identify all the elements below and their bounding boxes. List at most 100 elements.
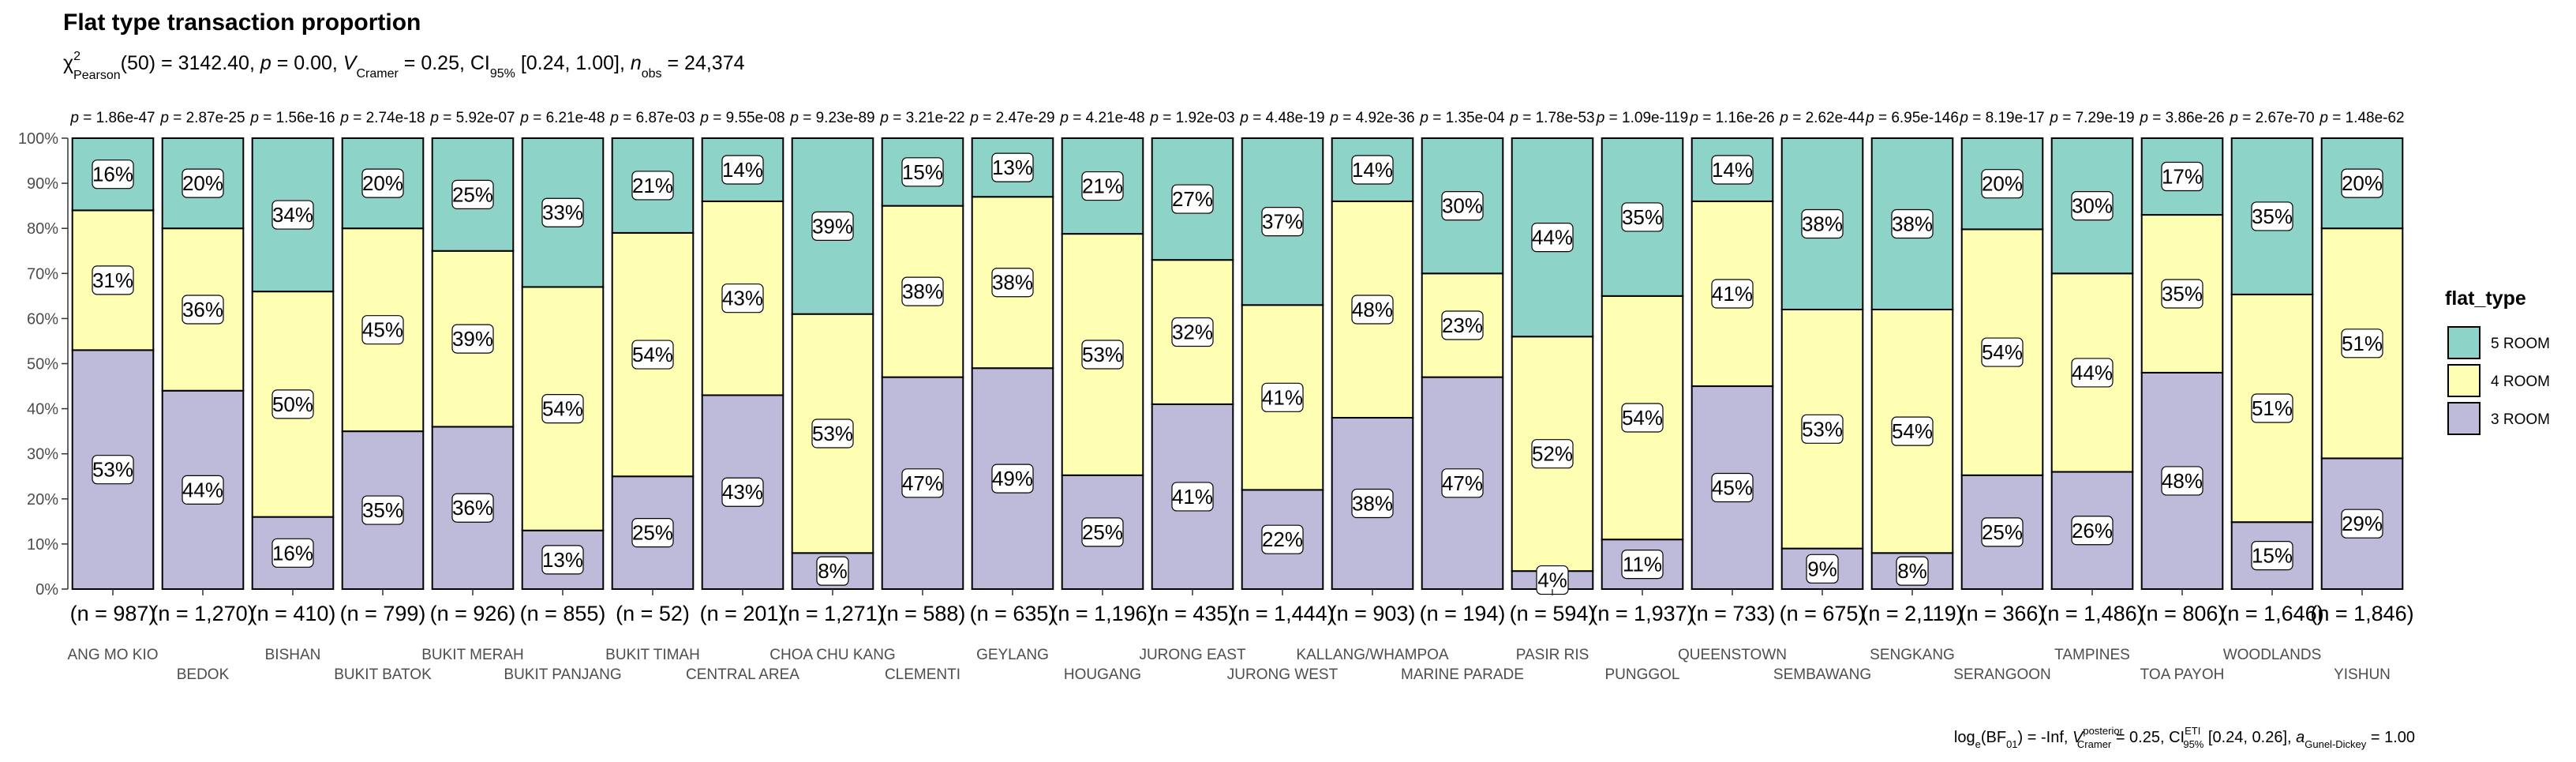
x-tick-label: MARINE PARADE xyxy=(1401,666,1524,683)
data-label: 52% xyxy=(1532,442,1573,466)
data-label: 37% xyxy=(1262,210,1303,234)
data-label-box xyxy=(2071,358,2114,388)
data-label: 25% xyxy=(632,521,673,545)
legend-label: 3 ROOM xyxy=(2491,411,2550,428)
bar-segment xyxy=(1690,137,1774,202)
data-label-box xyxy=(1891,208,1934,239)
bar-group: 25% 53% 21% p = 4.21e-48 (n = 1,196) HOUGANG xyxy=(1050,110,1154,683)
data-label: 54% xyxy=(632,343,673,366)
data-label-box xyxy=(811,211,854,241)
p-value-label: p = 1.56e-16 xyxy=(249,110,335,126)
bar-group: 9% 53% 38% p = 2.62e-44 (n = 675) SEMBAWANG xyxy=(1773,110,1871,683)
data-label: 35% xyxy=(2162,282,2203,306)
data-label: 53% xyxy=(1082,343,1123,366)
data-label-box xyxy=(271,538,314,568)
data-label: 41% xyxy=(1712,282,1753,306)
y-tick-label: 20% xyxy=(27,491,58,509)
data-label-box xyxy=(182,475,224,505)
count-label: (n = 410) xyxy=(250,602,336,625)
data-label: 54% xyxy=(1892,419,1933,443)
data-label: 30% xyxy=(2072,194,2113,218)
data-label-box xyxy=(2251,201,2293,231)
data-label: 14% xyxy=(1712,158,1753,182)
data-label: 41% xyxy=(1262,385,1303,409)
data-label: 51% xyxy=(2252,396,2293,420)
count-label: (n = 1,937) xyxy=(1590,602,1694,625)
data-label-box xyxy=(92,160,134,190)
data-label-box xyxy=(451,493,494,523)
data-label-box xyxy=(271,200,314,230)
data-label-box xyxy=(451,179,494,209)
data-label-box xyxy=(1531,439,1574,469)
bar-group: 49% 38% 13% p = 2.47e-29 (n = 635) GEYLANG xyxy=(969,110,1055,663)
count-label: (n = 594) xyxy=(1510,602,1596,625)
bar-group: 8% 54% 38% p = 6.95e-146 (n = 2,119) SENGKANG xyxy=(1861,110,1963,663)
bar-group: 16% 50% 34% p = 1.56e-16 (n = 410) BISHAN xyxy=(249,110,335,663)
data-label-box xyxy=(2341,509,2383,539)
data-label: 4% xyxy=(1537,569,1567,592)
x-tick-label: BUKIT BATOK xyxy=(334,666,432,683)
count-label: (n = 635) xyxy=(970,602,1056,625)
data-label-box xyxy=(901,157,944,187)
count-label: (n = 1,846) xyxy=(2310,602,2413,625)
legend-swatch xyxy=(2447,326,2481,359)
data-label-box xyxy=(901,276,944,306)
data-label-box xyxy=(631,518,674,548)
data-label-box xyxy=(1801,208,1844,239)
bar-group: 15% 51% 35% p = 2.67e-70 (n = 1,646) WOODLAND… xyxy=(2220,110,2323,663)
data-label: 49% xyxy=(992,467,1033,490)
y-tick-label: 50% xyxy=(27,356,58,373)
p-value-label: p = 1.09e-119 xyxy=(1596,110,1688,126)
y-tick-label: 40% xyxy=(27,401,58,419)
x-tick-label: SERANGOON xyxy=(1953,666,2051,683)
bar-group: 25% 54% 21% p = 6.87e-03 (n = 52) BUKIT TIMAH xyxy=(605,110,700,663)
data-label: 35% xyxy=(362,498,403,522)
data-label: 39% xyxy=(452,327,493,351)
bar-group: 45% 41% 14% p = 1.16e-26 (n = 733) QUEENSTOWN xyxy=(1678,110,1787,663)
data-label-box xyxy=(1621,403,1664,433)
y-tick-label: 30% xyxy=(27,446,58,464)
y-tick-label: 100% xyxy=(18,130,58,148)
count-label: (n = 733) xyxy=(1690,602,1776,625)
data-label-box xyxy=(2251,393,2293,423)
bar-group: 35% 45% 20% p = 2.74e-18 (n = 799) BUKIT BATO… xyxy=(334,110,432,683)
x-tick-label: BUKIT TIMAH xyxy=(605,647,700,663)
count-label: (n = 1,486) xyxy=(2040,602,2144,625)
data-label-box xyxy=(1441,191,1484,221)
data-label: 17% xyxy=(2162,165,2203,189)
count-label: (n = 366) xyxy=(1960,602,2046,625)
data-label: 14% xyxy=(722,158,763,182)
data-label-box xyxy=(1081,340,1124,370)
count-label: (n = 435) xyxy=(1150,602,1236,625)
data-label-box xyxy=(92,455,134,485)
data-label-box xyxy=(1806,554,1839,584)
data-label-box xyxy=(1711,279,1754,309)
data-label-box xyxy=(1351,488,1394,519)
x-tick-label: BUKIT MERAH xyxy=(421,647,524,663)
data-label: 26% xyxy=(2072,519,2113,542)
p-value-label: p = 1.48e-62 xyxy=(2319,110,2404,126)
bar-segment xyxy=(2140,371,2224,590)
y-axis: 0% 10% 20% 30% 40% 50% 60% 70% 80% 90% 100% xyxy=(18,130,69,599)
data-label-box xyxy=(541,394,584,424)
x-tick-label: SENGKANG xyxy=(1870,647,1955,663)
x-tick-label: QUEENSTOWN xyxy=(1678,647,1787,663)
x-tick-label: YISHUN xyxy=(2334,666,2391,683)
bar-segment xyxy=(1241,304,1324,491)
p-value-label: p = 1.78e-53 xyxy=(1509,110,1594,126)
data-label: 27% xyxy=(1172,187,1213,211)
p-value-label: p = 9.23e-89 xyxy=(789,110,874,126)
count-label: (n = 799) xyxy=(340,602,426,625)
data-label: 50% xyxy=(272,392,313,416)
data-label: 16% xyxy=(272,541,313,565)
bar-segment xyxy=(71,137,155,212)
data-label-box xyxy=(2071,191,2114,221)
data-label-box xyxy=(1171,317,1214,347)
count-label: (n = 675) xyxy=(1780,602,1866,625)
data-label: 29% xyxy=(2342,512,2383,535)
data-label-box xyxy=(2161,466,2203,496)
data-label-box xyxy=(631,171,674,201)
bar-group: 22% 41% 37% p = 4.48e-19 (n = 1,444) JURONG W… xyxy=(1227,110,1339,683)
data-label-box xyxy=(1261,207,1304,237)
